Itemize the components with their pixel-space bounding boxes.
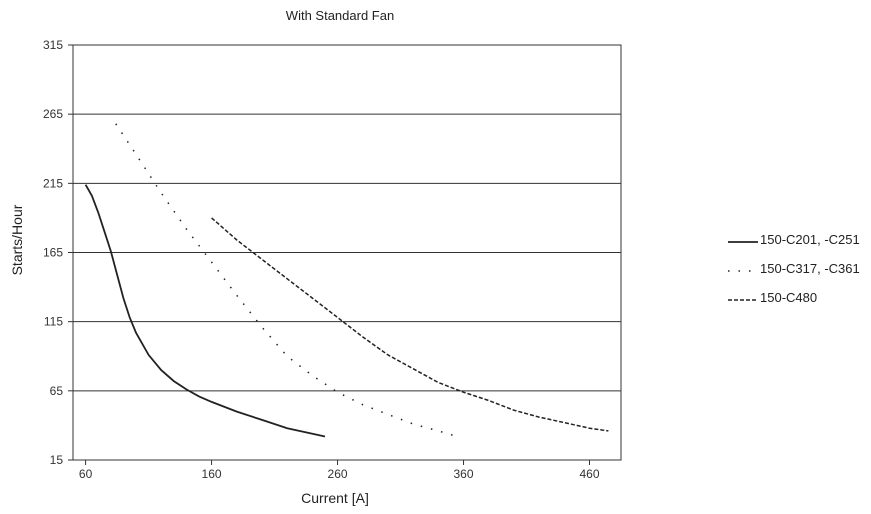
legend-label: 150-C201, -C251 bbox=[760, 232, 860, 247]
x-tick-label: 360 bbox=[454, 467, 474, 481]
legend-label: 150-C480 bbox=[760, 290, 817, 305]
y-tick-label: 215 bbox=[43, 176, 63, 190]
x-tick-label: 160 bbox=[202, 467, 222, 481]
grid bbox=[68, 44, 621, 465]
x-axis-label: Current [A] bbox=[301, 490, 369, 506]
chart-title: With Standard Fan bbox=[286, 8, 394, 23]
x-tick-label: 260 bbox=[328, 467, 348, 481]
y-axis-label: Starts/Hour bbox=[9, 204, 25, 275]
y-tick-label: 165 bbox=[43, 246, 63, 260]
legend: 150-C201, -C251 150-C317, -C361 150-C480 bbox=[728, 232, 860, 305]
y-tick-label: 265 bbox=[43, 107, 63, 121]
series-lines bbox=[84, 123, 609, 438]
series-line-1 bbox=[84, 184, 326, 438]
y-tick-label: 65 bbox=[50, 384, 64, 398]
legend-label: 150-C317, -C361 bbox=[760, 261, 860, 276]
y-tick-label: 15 bbox=[50, 453, 64, 467]
series-line-3 bbox=[211, 217, 609, 432]
y-tick-label: 315 bbox=[43, 38, 63, 52]
x-tick-label: 460 bbox=[579, 467, 599, 481]
plot-frame bbox=[72, 44, 622, 461]
x-tick-labels: 60 160 260 360 460 bbox=[79, 467, 600, 481]
x-tick-label: 60 bbox=[79, 467, 93, 481]
y-tick-label: 115 bbox=[44, 315, 63, 329]
y-tick-labels: 15 65 115 165 215 265 315 bbox=[43, 38, 63, 467]
series-line-2 bbox=[115, 123, 458, 438]
